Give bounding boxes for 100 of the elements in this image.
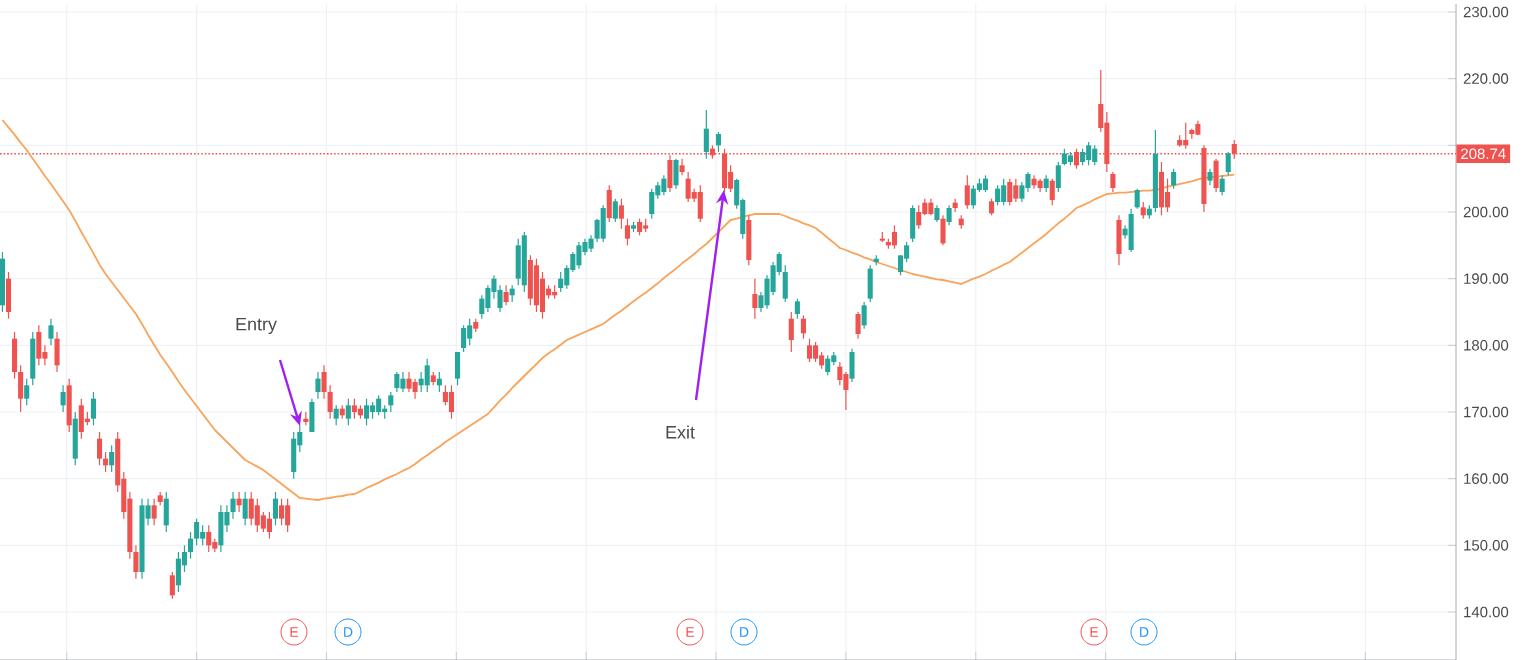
candlestick xyxy=(90,391,96,426)
candlestick xyxy=(788,311,794,353)
candlestick xyxy=(891,224,898,250)
candlestick xyxy=(940,214,946,246)
candlestick xyxy=(1116,214,1122,266)
candlestick xyxy=(412,378,418,400)
candlestick xyxy=(388,391,394,413)
candlestick xyxy=(1128,208,1134,253)
candlestick xyxy=(649,188,655,220)
candlestick xyxy=(163,491,169,533)
candlestick xyxy=(266,511,272,540)
candlestick xyxy=(673,158,679,190)
candlestick xyxy=(54,331,60,373)
candlestick xyxy=(715,131,722,153)
candlestick xyxy=(527,254,533,306)
candlestick xyxy=(0,251,5,313)
candlestick xyxy=(794,298,800,320)
candlestick xyxy=(533,258,539,313)
candlestick xyxy=(1171,168,1177,190)
candlestick xyxy=(78,398,84,440)
candlestick xyxy=(685,171,691,203)
candlestick xyxy=(24,378,30,406)
candlestick xyxy=(394,371,400,393)
candlestick xyxy=(600,204,606,243)
annotation: Exit xyxy=(666,425,695,439)
candlestick xyxy=(461,324,467,353)
candlestick xyxy=(825,354,831,376)
candlestick xyxy=(946,204,952,226)
candlestick xyxy=(151,498,157,526)
candlestick xyxy=(345,398,351,426)
candlestick xyxy=(200,524,206,546)
candlestick xyxy=(424,358,430,393)
candlestick xyxy=(285,498,291,533)
candlestick xyxy=(455,351,461,386)
candlestick xyxy=(254,498,260,533)
candlestick xyxy=(442,384,448,406)
candlestick xyxy=(867,264,873,303)
candlestick xyxy=(406,371,412,393)
candlestick xyxy=(448,384,455,420)
candlestick xyxy=(1007,178,1013,206)
candlestick xyxy=(515,238,521,286)
candlestick xyxy=(1164,178,1171,213)
candlestick xyxy=(558,271,564,293)
candlestick xyxy=(697,184,703,223)
candlestick xyxy=(96,431,103,466)
candlestick xyxy=(970,184,976,210)
candlestick xyxy=(363,398,370,426)
candlestick xyxy=(995,184,1001,206)
candlestick xyxy=(1086,141,1092,166)
candlestick xyxy=(503,284,509,306)
candlestick xyxy=(576,241,582,270)
candlestick xyxy=(1110,171,1116,193)
candlestick xyxy=(309,398,315,433)
candlestick xyxy=(849,348,855,383)
candlestick xyxy=(66,378,72,433)
candlestick xyxy=(333,404,339,426)
candlestick xyxy=(72,411,78,466)
candlestick xyxy=(175,551,181,593)
candlestick xyxy=(1031,174,1037,190)
candlestick xyxy=(60,384,66,413)
candlestick xyxy=(855,311,861,340)
candlestick xyxy=(612,198,618,223)
candlestick xyxy=(916,204,922,230)
candlestick xyxy=(861,301,867,330)
candlestick xyxy=(206,524,212,553)
candlestick xyxy=(746,214,752,266)
candlestick xyxy=(1134,188,1140,210)
candlestick xyxy=(279,498,285,526)
candlestick xyxy=(679,158,685,176)
candlestick xyxy=(1183,122,1189,150)
candlestick xyxy=(1219,174,1225,196)
candlestick xyxy=(1049,178,1055,206)
candlestick xyxy=(813,341,819,363)
candlestick xyxy=(248,491,254,526)
candlestick xyxy=(242,491,248,526)
candlestick xyxy=(400,371,406,393)
candlestick xyxy=(661,174,667,196)
candlestick xyxy=(952,198,958,213)
annotation: Entry xyxy=(236,317,277,335)
candlestick xyxy=(109,444,115,473)
candlestick xyxy=(1092,144,1098,166)
candlestick xyxy=(1055,161,1061,193)
candlestick xyxy=(1225,151,1231,176)
candlestick xyxy=(910,204,916,243)
candlestick xyxy=(1001,178,1007,206)
candlestick xyxy=(1158,161,1165,216)
candlestick xyxy=(30,331,36,386)
candlestick xyxy=(315,371,321,400)
candlestick xyxy=(351,398,357,420)
candlestick xyxy=(48,318,54,346)
candlestick xyxy=(218,504,224,553)
candlestick xyxy=(806,338,813,363)
candlestick xyxy=(752,278,758,320)
candlestick xyxy=(703,109,709,160)
candlestick xyxy=(1213,158,1219,193)
candlestick xyxy=(1013,178,1019,203)
candlestick xyxy=(272,491,279,526)
candlestick xyxy=(291,431,297,480)
candlestick xyxy=(36,324,42,366)
candlestick xyxy=(800,314,806,340)
